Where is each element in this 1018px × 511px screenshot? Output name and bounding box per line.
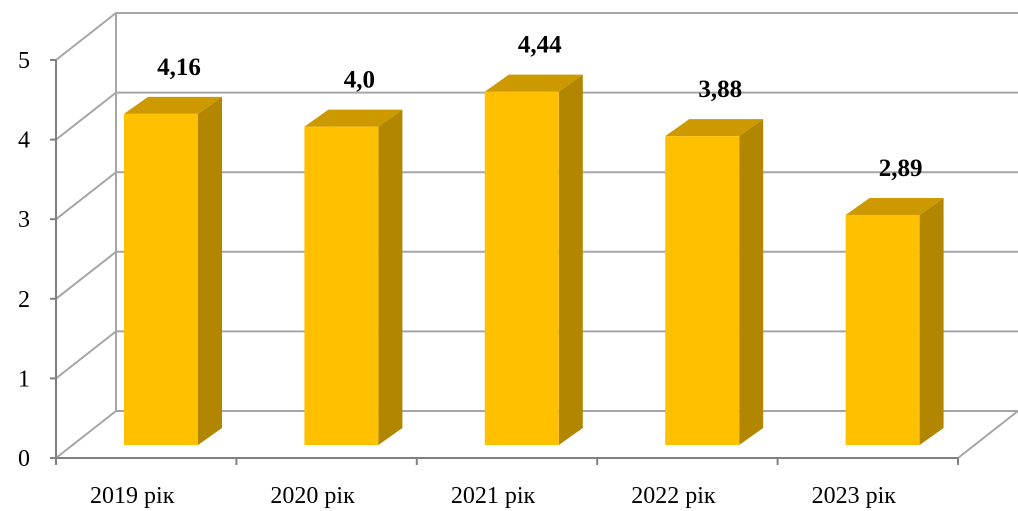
data-label: 3,88 (698, 76, 742, 103)
x-tick-label: 2021 рік (451, 483, 536, 509)
x-tick-label: 2022 рік (631, 483, 716, 509)
bar (845, 197, 944, 445)
data-label: 4,0 (344, 67, 375, 94)
y-tick-label: 5 (18, 48, 30, 74)
bar (304, 109, 403, 445)
bar-top (304, 109, 403, 127)
bar-side (739, 119, 764, 445)
y-tick-label: 0 (18, 446, 30, 472)
y-tick-label: 2 (18, 287, 30, 313)
bar-top (845, 197, 944, 215)
y-tick-label: 4 (18, 128, 30, 154)
bar-front (124, 113, 198, 445)
bar-top (665, 119, 764, 137)
bar-top (124, 96, 222, 114)
bar-front (665, 136, 740, 446)
labels: 0 1 2 3 4 5 4,16 2019 рік 4,0 2020 рік 4,44 2021 рі… (18, 32, 922, 509)
bar-side (558, 74, 583, 446)
bar-side (378, 109, 403, 445)
x-tick-label: 2020 рік (270, 483, 355, 509)
x-tick-label: 2023 рік (812, 483, 897, 509)
bar (484, 74, 583, 446)
y-tick-label: 1 (18, 366, 30, 392)
bar-front (484, 91, 559, 446)
bar-top (484, 74, 583, 92)
data-label: 4,16 (157, 54, 201, 81)
y-tick-label: 3 (18, 207, 30, 233)
x-tick-label: 2019 рік (90, 483, 175, 509)
bar-side (198, 96, 222, 445)
bars (124, 74, 944, 446)
data-label: 4,44 (518, 32, 562, 59)
bar-front (845, 214, 920, 445)
bar-front (304, 126, 379, 445)
bar (124, 96, 222, 445)
bar (665, 119, 764, 446)
data-label: 2,89 (879, 155, 923, 182)
bar-side (919, 197, 944, 445)
